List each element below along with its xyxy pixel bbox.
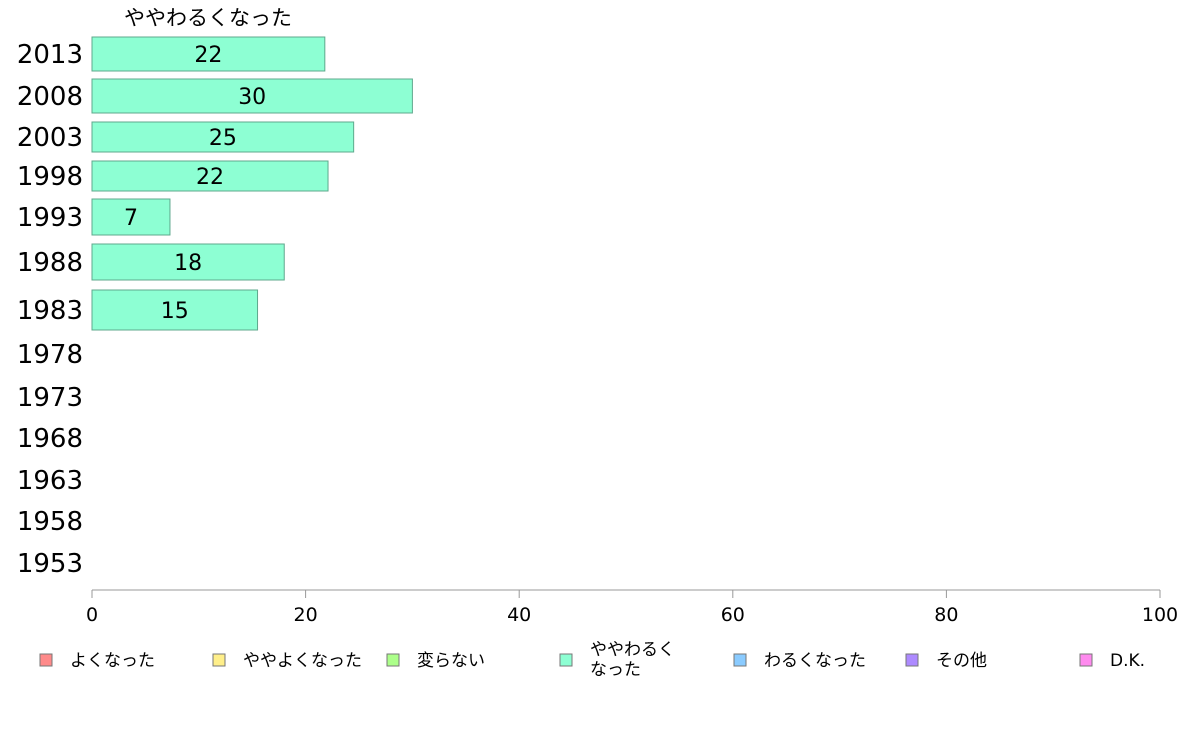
y-tick-label: 2013 bbox=[17, 40, 83, 70]
bar bbox=[91, 78, 413, 114]
y-tick-label: 2008 bbox=[17, 82, 83, 112]
x-tick-label: 40 bbox=[507, 604, 531, 626]
x-tick-label: 20 bbox=[294, 604, 318, 626]
legend: よくなった ややよくなった 変らない ややわるくなった わるくなった その他 D.K. bbox=[39, 640, 1145, 680]
legend-label: その他 bbox=[936, 651, 987, 671]
legend-swatch bbox=[212, 653, 226, 667]
y-tick-label: 1993 bbox=[17, 203, 83, 233]
chart-title: ややわるくなった bbox=[124, 6, 292, 30]
bar-value-label: 25 bbox=[209, 126, 237, 151]
y-tick-label: 1978 bbox=[17, 340, 83, 370]
x-tick-label: 60 bbox=[721, 604, 745, 626]
bar bbox=[91, 36, 326, 72]
y-axis-ticks: 2013 2008 2003 1998 1993 1988 1983 1978 1973 1968… bbox=[17, 40, 83, 579]
y-tick-label: 1988 bbox=[17, 248, 83, 278]
legend-swatch bbox=[559, 653, 573, 667]
x-tick-label: 0 bbox=[86, 604, 98, 626]
legend-swatch bbox=[386, 653, 400, 667]
legend-swatch bbox=[905, 653, 919, 667]
y-tick-label: 1953 bbox=[17, 549, 83, 579]
bar-value-label: 22 bbox=[196, 165, 224, 190]
y-tick-label: 1998 bbox=[17, 162, 83, 192]
bar-value-label: 15 bbox=[161, 299, 189, 324]
y-tick-label: 1958 bbox=[17, 507, 83, 537]
y-tick-label: 1963 bbox=[17, 466, 83, 496]
y-tick-label: 1973 bbox=[17, 383, 83, 413]
legend-label: D.K. bbox=[1110, 651, 1145, 671]
bar-value-label: 7 bbox=[124, 206, 138, 231]
bar bbox=[91, 160, 329, 192]
bar bbox=[91, 289, 259, 331]
legend-label: よくなった bbox=[70, 651, 155, 671]
bar bbox=[91, 121, 355, 153]
x-axis: 0 20 40 60 80 100 bbox=[86, 589, 1178, 626]
legend-label: わるくなった bbox=[764, 651, 866, 671]
legend-swatch bbox=[1079, 653, 1093, 667]
bar bbox=[91, 198, 171, 236]
y-tick-label: 1968 bbox=[17, 424, 83, 454]
bar-value-label: 30 bbox=[238, 85, 266, 110]
legend-label: ややわるくなった bbox=[590, 640, 675, 680]
legend-swatch bbox=[733, 653, 747, 667]
x-tick-label: 80 bbox=[934, 604, 958, 626]
legend-label: 変らない bbox=[417, 651, 485, 671]
x-tick-label: 100 bbox=[1142, 604, 1178, 626]
legend-label: ややよくなった bbox=[243, 651, 362, 671]
y-tick-label: 2003 bbox=[17, 123, 83, 153]
bar bbox=[91, 243, 285, 281]
bar-value-label: 18 bbox=[174, 251, 202, 276]
legend-swatch bbox=[39, 653, 53, 667]
bar-value-label: 22 bbox=[194, 43, 222, 68]
y-tick-label: 1983 bbox=[17, 296, 83, 326]
